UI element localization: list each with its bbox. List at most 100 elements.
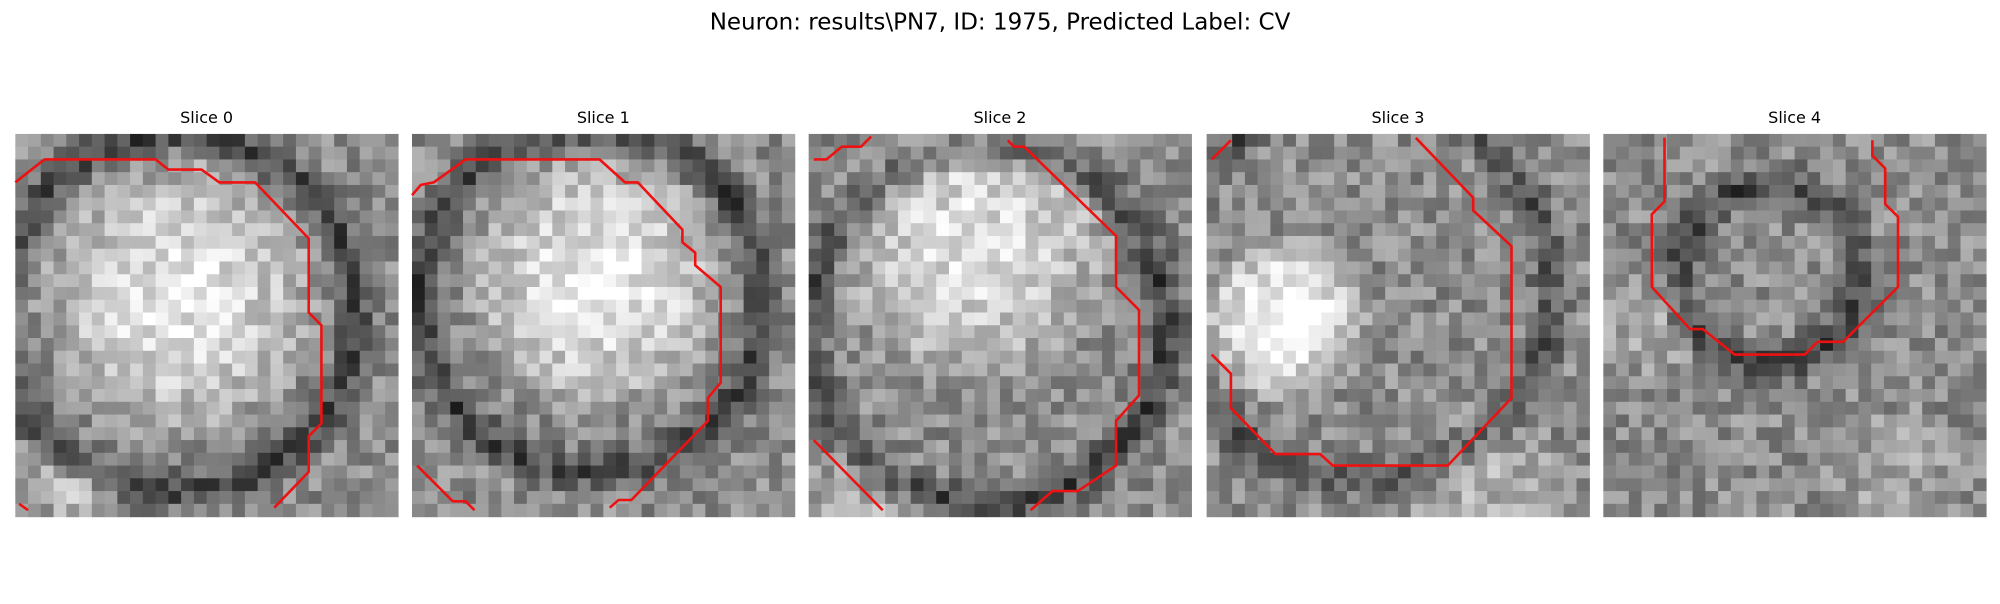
pixel	[1063, 389, 1078, 403]
pixel	[1525, 223, 1539, 237]
pixel	[1474, 286, 1488, 301]
pixel	[244, 414, 259, 428]
pixel	[308, 427, 323, 441]
pixel	[705, 159, 719, 173]
pixel	[1448, 363, 1463, 377]
pixel	[1922, 312, 1936, 326]
pixel	[552, 414, 566, 428]
pixel	[872, 414, 886, 428]
pixel	[1410, 325, 1425, 339]
pixel	[1410, 197, 1425, 212]
pixel	[1334, 223, 1348, 237]
pixel	[1769, 452, 1783, 467]
pixel	[987, 172, 1001, 186]
pixel	[872, 427, 886, 441]
pixel	[1219, 159, 1233, 173]
pixel	[15, 338, 29, 352]
pixel	[1346, 414, 1361, 428]
pixel	[346, 503, 361, 518]
pixel	[1922, 401, 1936, 416]
pixel	[283, 286, 297, 301]
pixel	[232, 325, 246, 339]
pixel	[1127, 223, 1141, 237]
pixel	[1461, 503, 1476, 518]
pixel	[1730, 325, 1745, 339]
pixel	[295, 452, 310, 467]
pixel	[1244, 376, 1259, 390]
pixel	[40, 338, 55, 352]
pixel	[1012, 427, 1027, 441]
pixel	[295, 261, 310, 275]
pixel	[104, 312, 118, 326]
pixel	[66, 350, 80, 365]
pixel	[552, 210, 566, 224]
pixel	[1283, 325, 1297, 339]
pixel	[1334, 146, 1348, 161]
pixel	[463, 159, 477, 173]
pixel	[730, 210, 745, 224]
pixel	[40, 350, 55, 365]
pixel	[1781, 491, 1796, 505]
pixel	[130, 133, 144, 148]
pixel	[1270, 299, 1284, 314]
pixel	[1576, 184, 1590, 199]
pixel	[1616, 286, 1630, 301]
pixel	[1807, 414, 1821, 428]
pixel	[1308, 363, 1323, 377]
pixel	[654, 312, 668, 326]
pixel	[206, 286, 220, 301]
pixel	[1769, 389, 1783, 403]
pixel	[1295, 350, 1310, 365]
pixel	[1563, 223, 1578, 237]
pixel	[1474, 503, 1488, 518]
pixel	[1206, 133, 1220, 148]
pixel	[1232, 440, 1246, 454]
pixel	[1551, 363, 1565, 377]
pixel	[1372, 172, 1386, 186]
pixel	[53, 491, 67, 505]
pixel	[1257, 363, 1272, 377]
pixel	[104, 503, 118, 518]
pixel	[1667, 503, 1681, 518]
pixel	[155, 427, 169, 441]
pixel	[628, 159, 643, 173]
pixel	[1051, 274, 1065, 288]
pixel	[437, 325, 451, 339]
pixel	[206, 503, 220, 518]
pixel	[1692, 274, 1706, 288]
pixel	[488, 172, 502, 186]
pixel	[1730, 452, 1745, 467]
pixel	[654, 133, 668, 148]
pixel	[1436, 235, 1450, 250]
pixel	[1512, 197, 1527, 212]
pixel	[1628, 235, 1643, 250]
pixel	[359, 325, 374, 339]
pixel	[1295, 312, 1310, 326]
pixel	[1628, 491, 1643, 505]
pixel	[1000, 299, 1014, 314]
pixel	[1756, 427, 1770, 441]
pixel	[1718, 210, 1732, 224]
pixel	[756, 414, 770, 428]
pixel	[15, 159, 29, 173]
pixel	[821, 427, 835, 441]
pixel	[1692, 197, 1706, 212]
pixel	[385, 325, 399, 339]
pixel	[1960, 197, 1974, 212]
pixel	[628, 274, 643, 288]
pixel	[117, 465, 131, 479]
pixel	[1461, 338, 1476, 352]
pixel	[1960, 363, 1974, 377]
pixel	[514, 197, 528, 212]
pixel	[692, 465, 706, 479]
pixel	[385, 440, 399, 454]
pixel	[526, 414, 541, 428]
pixel	[923, 376, 937, 390]
pixel	[1270, 235, 1284, 250]
pixel	[1257, 338, 1272, 352]
pixel	[1781, 465, 1796, 479]
pixel	[654, 172, 668, 186]
pixel	[1692, 440, 1706, 454]
pixel	[181, 146, 195, 161]
pixel	[1512, 261, 1527, 275]
